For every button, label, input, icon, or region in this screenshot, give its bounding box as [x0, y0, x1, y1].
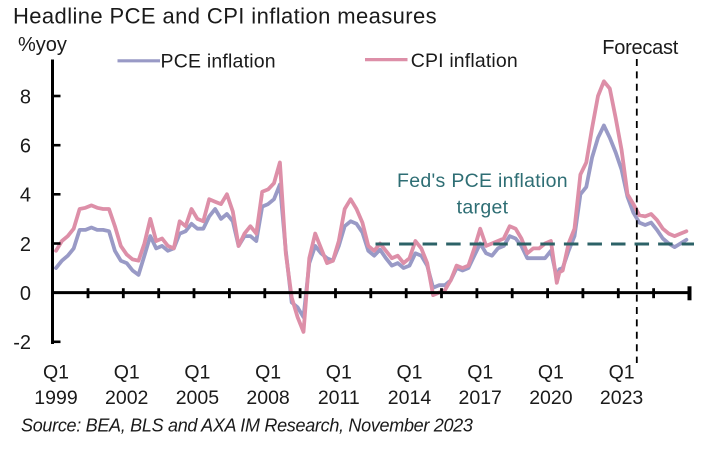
svg-text:CPI inflation: CPI inflation: [411, 50, 518, 72]
svg-text:-2: -2: [13, 332, 31, 354]
svg-text:Q1: Q1: [467, 362, 493, 384]
svg-text:Q1: Q1: [609, 362, 635, 384]
svg-text:Q1: Q1: [184, 362, 210, 384]
svg-text:Source: BEA, BLS and AXA IM Re: Source: BEA, BLS and AXA IM Research, No…: [21, 416, 473, 436]
svg-text:8: 8: [20, 86, 31, 108]
svg-text:Q1: Q1: [43, 362, 69, 384]
svg-text:Headline PCE and CPI inflation: Headline PCE and CPI inflation measures: [13, 4, 437, 29]
svg-text:2: 2: [20, 234, 31, 256]
svg-text:Q1: Q1: [114, 362, 140, 384]
svg-text:PCE inflation: PCE inflation: [161, 51, 276, 73]
svg-text:target: target: [457, 197, 509, 219]
svg-text:2014: 2014: [388, 387, 432, 409]
svg-text:Q1: Q1: [396, 362, 422, 384]
svg-text:Q1: Q1: [255, 362, 281, 384]
svg-text:Q1: Q1: [538, 362, 564, 384]
svg-text:2008: 2008: [246, 387, 289, 409]
svg-text:1999: 1999: [34, 387, 77, 409]
svg-text:Forecast: Forecast: [602, 37, 678, 59]
svg-text:2002: 2002: [105, 387, 148, 409]
svg-text:2023: 2023: [600, 387, 643, 409]
svg-text:0: 0: [20, 283, 31, 305]
svg-text:%yoy: %yoy: [18, 34, 67, 56]
svg-text:4: 4: [20, 185, 31, 207]
svg-text:2005: 2005: [176, 387, 220, 409]
svg-text:Fed's PCE inflation: Fed's PCE inflation: [397, 170, 568, 192]
svg-text:Q1: Q1: [326, 362, 352, 384]
svg-text:2020: 2020: [529, 387, 573, 409]
svg-text:2017: 2017: [459, 387, 502, 409]
svg-text:2011: 2011: [318, 387, 360, 409]
svg-text:6: 6: [20, 136, 31, 158]
